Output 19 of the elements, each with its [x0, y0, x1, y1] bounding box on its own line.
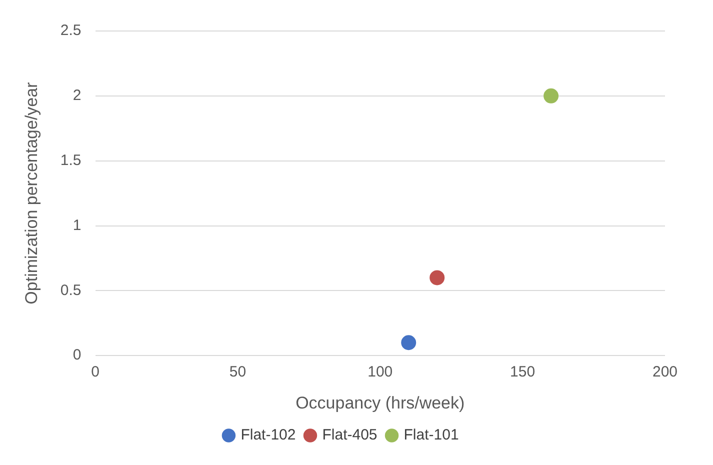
y-tick-label: 0 — [72, 346, 82, 364]
x-tick-label: 150 — [510, 364, 536, 381]
y-tick-label: 2 — [72, 87, 82, 104]
legend-label: Flat-101 — [404, 426, 459, 444]
x-tick-label: 50 — [229, 364, 246, 381]
y-axis-title: Optimization percentage/year — [22, 82, 41, 304]
legend-label: Flat-102 — [240, 426, 296, 444]
x-tick-label: 100 — [368, 364, 393, 381]
point — [544, 88, 559, 104]
legend-label: Flat-405 — [322, 426, 378, 444]
x-tick-label: 200 — [652, 364, 678, 381]
y-tick-label: 2.5 — [60, 22, 82, 40]
y-tick-label: 0.5 — [60, 282, 82, 299]
y-tick-label: 1.5 — [60, 152, 82, 169]
point — [401, 335, 416, 350]
x-tick-label: 0 — [91, 364, 100, 381]
point — [430, 270, 445, 286]
x-axis-title: Occupancy (hrs/week) — [296, 393, 465, 412]
y-tick-label: 1 — [72, 216, 82, 234]
